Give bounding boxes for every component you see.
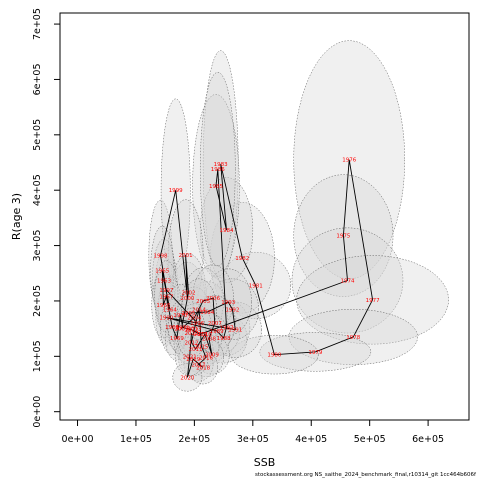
y-tick-label: 7e+05: [32, 8, 43, 40]
trajectory-path: [160, 159, 374, 378]
x-tick-label: 2e+05: [178, 434, 210, 445]
year-label-1964: 1964: [163, 307, 177, 313]
year-label-1989: 1989: [210, 329, 224, 335]
year-label-2001: 2001: [179, 253, 193, 259]
year-label-2010: 2010: [198, 332, 212, 338]
x-tick-label: 0e+00: [62, 434, 94, 445]
year-label-1968: 1968: [165, 325, 179, 331]
year-label-2020: 2020: [180, 375, 194, 381]
year-label-2008: 2008: [202, 337, 216, 343]
year-label-1965: 1965: [155, 268, 169, 274]
confidence-ellipses: [148, 40, 449, 392]
year-label-2006: 2006: [206, 296, 220, 302]
year-label-2011: 2011: [189, 347, 203, 353]
ellipse-1983: [202, 50, 239, 278]
year-label-2000: 2000: [180, 296, 194, 302]
year-label-1966: 1966: [156, 303, 170, 309]
y-axis-label: R(age 3): [10, 193, 23, 240]
year-label-2013: 2013: [187, 327, 201, 333]
y-tick-label: 5e+05: [32, 119, 43, 151]
year-label-2014: 2014: [192, 307, 206, 313]
year-label-1988: 1988: [217, 336, 231, 342]
year-label-1973: 1973: [193, 332, 207, 338]
year-label-2003: 2003: [175, 327, 189, 333]
year-label-1987: 1987: [220, 326, 234, 332]
y-tick-label: 1e+05: [32, 340, 43, 372]
year-label-1975: 1975: [336, 234, 350, 240]
year-label-1976: 1976: [342, 158, 356, 164]
x-tick-label: 1e+05: [120, 434, 152, 445]
x-tick-label: 5e+05: [354, 434, 386, 445]
year-label-1963: 1963: [157, 278, 171, 284]
year-label-2009: 2009: [205, 353, 219, 359]
year-label-2004: 2004: [187, 316, 201, 322]
y-tick-label: 4e+05: [32, 174, 43, 206]
year-label-2016: 2016: [199, 355, 213, 361]
year-label-1993: 1993: [221, 300, 235, 306]
year-label-1978: 1978: [346, 335, 360, 341]
ellipse-1986: [199, 72, 236, 267]
year-label-1998: 1998: [153, 254, 167, 260]
year-label-1972: 1972: [184, 328, 198, 334]
x-axis: 0e+00 1e+05 2e+05 3e+05 4e+05 5e+05 6e+05: [62, 419, 444, 445]
year-label-1990: 1990: [159, 316, 173, 322]
year-label-1995: 1995: [182, 311, 196, 317]
year-label-1969: 1969: [170, 336, 184, 342]
year-label-1983: 1983: [214, 162, 228, 168]
year-label-2002: 2002: [182, 291, 196, 297]
year-label-1991: 1991: [228, 328, 242, 334]
year-labels: 1976 1975 1974 1977 1978 1979 1980 1981 1982 1983…: [153, 158, 380, 382]
year-label-1979: 1979: [308, 350, 322, 356]
year-label-1981: 1981: [249, 283, 263, 289]
year-label-1982: 1982: [235, 256, 249, 262]
year-label-1997: 1997: [159, 288, 173, 294]
year-label-1985: 1985: [209, 184, 223, 190]
year-label-2022: 2022: [184, 331, 198, 337]
year-label-1967: 1967: [159, 295, 173, 301]
trajectory-line: [160, 159, 374, 378]
y-axis: 0e+00 1e+05 2e+05 3e+05 4e+05 5e+05 6e+05 7e+05: [32, 8, 61, 428]
x-tick-label: 4e+05: [295, 434, 327, 445]
y-tick-label: 3e+05: [32, 230, 43, 262]
y-tick-label: 6e+05: [32, 63, 43, 95]
year-label-2019: 2019: [186, 357, 200, 363]
x-tick-label: 6e+05: [412, 434, 444, 445]
y-tick-label: 0e+00: [32, 396, 43, 428]
x-tick-label: 3e+05: [237, 434, 269, 445]
year-label-2021: 2021: [183, 354, 197, 360]
year-label-1984: 1984: [220, 228, 234, 234]
year-label-1992: 1992: [225, 307, 239, 313]
year-label-1999: 1999: [169, 188, 183, 194]
year-label-2005: 2005: [196, 299, 210, 305]
year-label-2007: 2007: [208, 321, 222, 327]
year-label-1986: 1986: [211, 167, 225, 173]
year-label-2018: 2018: [196, 365, 210, 371]
x-axis-label: SSB: [254, 456, 276, 469]
year-label-2015: 2015: [194, 344, 208, 350]
year-label-1974: 1974: [340, 278, 354, 284]
year-label-1980: 1980: [267, 353, 281, 359]
year-label-2012: 2012: [184, 340, 198, 346]
year-label-1994: 1994: [200, 310, 214, 316]
year-label-1970: 1970: [173, 313, 187, 319]
year-label-1977: 1977: [366, 298, 380, 304]
year-label-2017: 2017: [191, 363, 205, 369]
year-label-1971: 1971: [176, 326, 190, 332]
source-footnote: stockassessment.org NS_saithe_2024_bench…: [254, 472, 476, 478]
year-label-1996: 1996: [190, 321, 204, 327]
y-tick-label: 2e+05: [32, 285, 43, 317]
